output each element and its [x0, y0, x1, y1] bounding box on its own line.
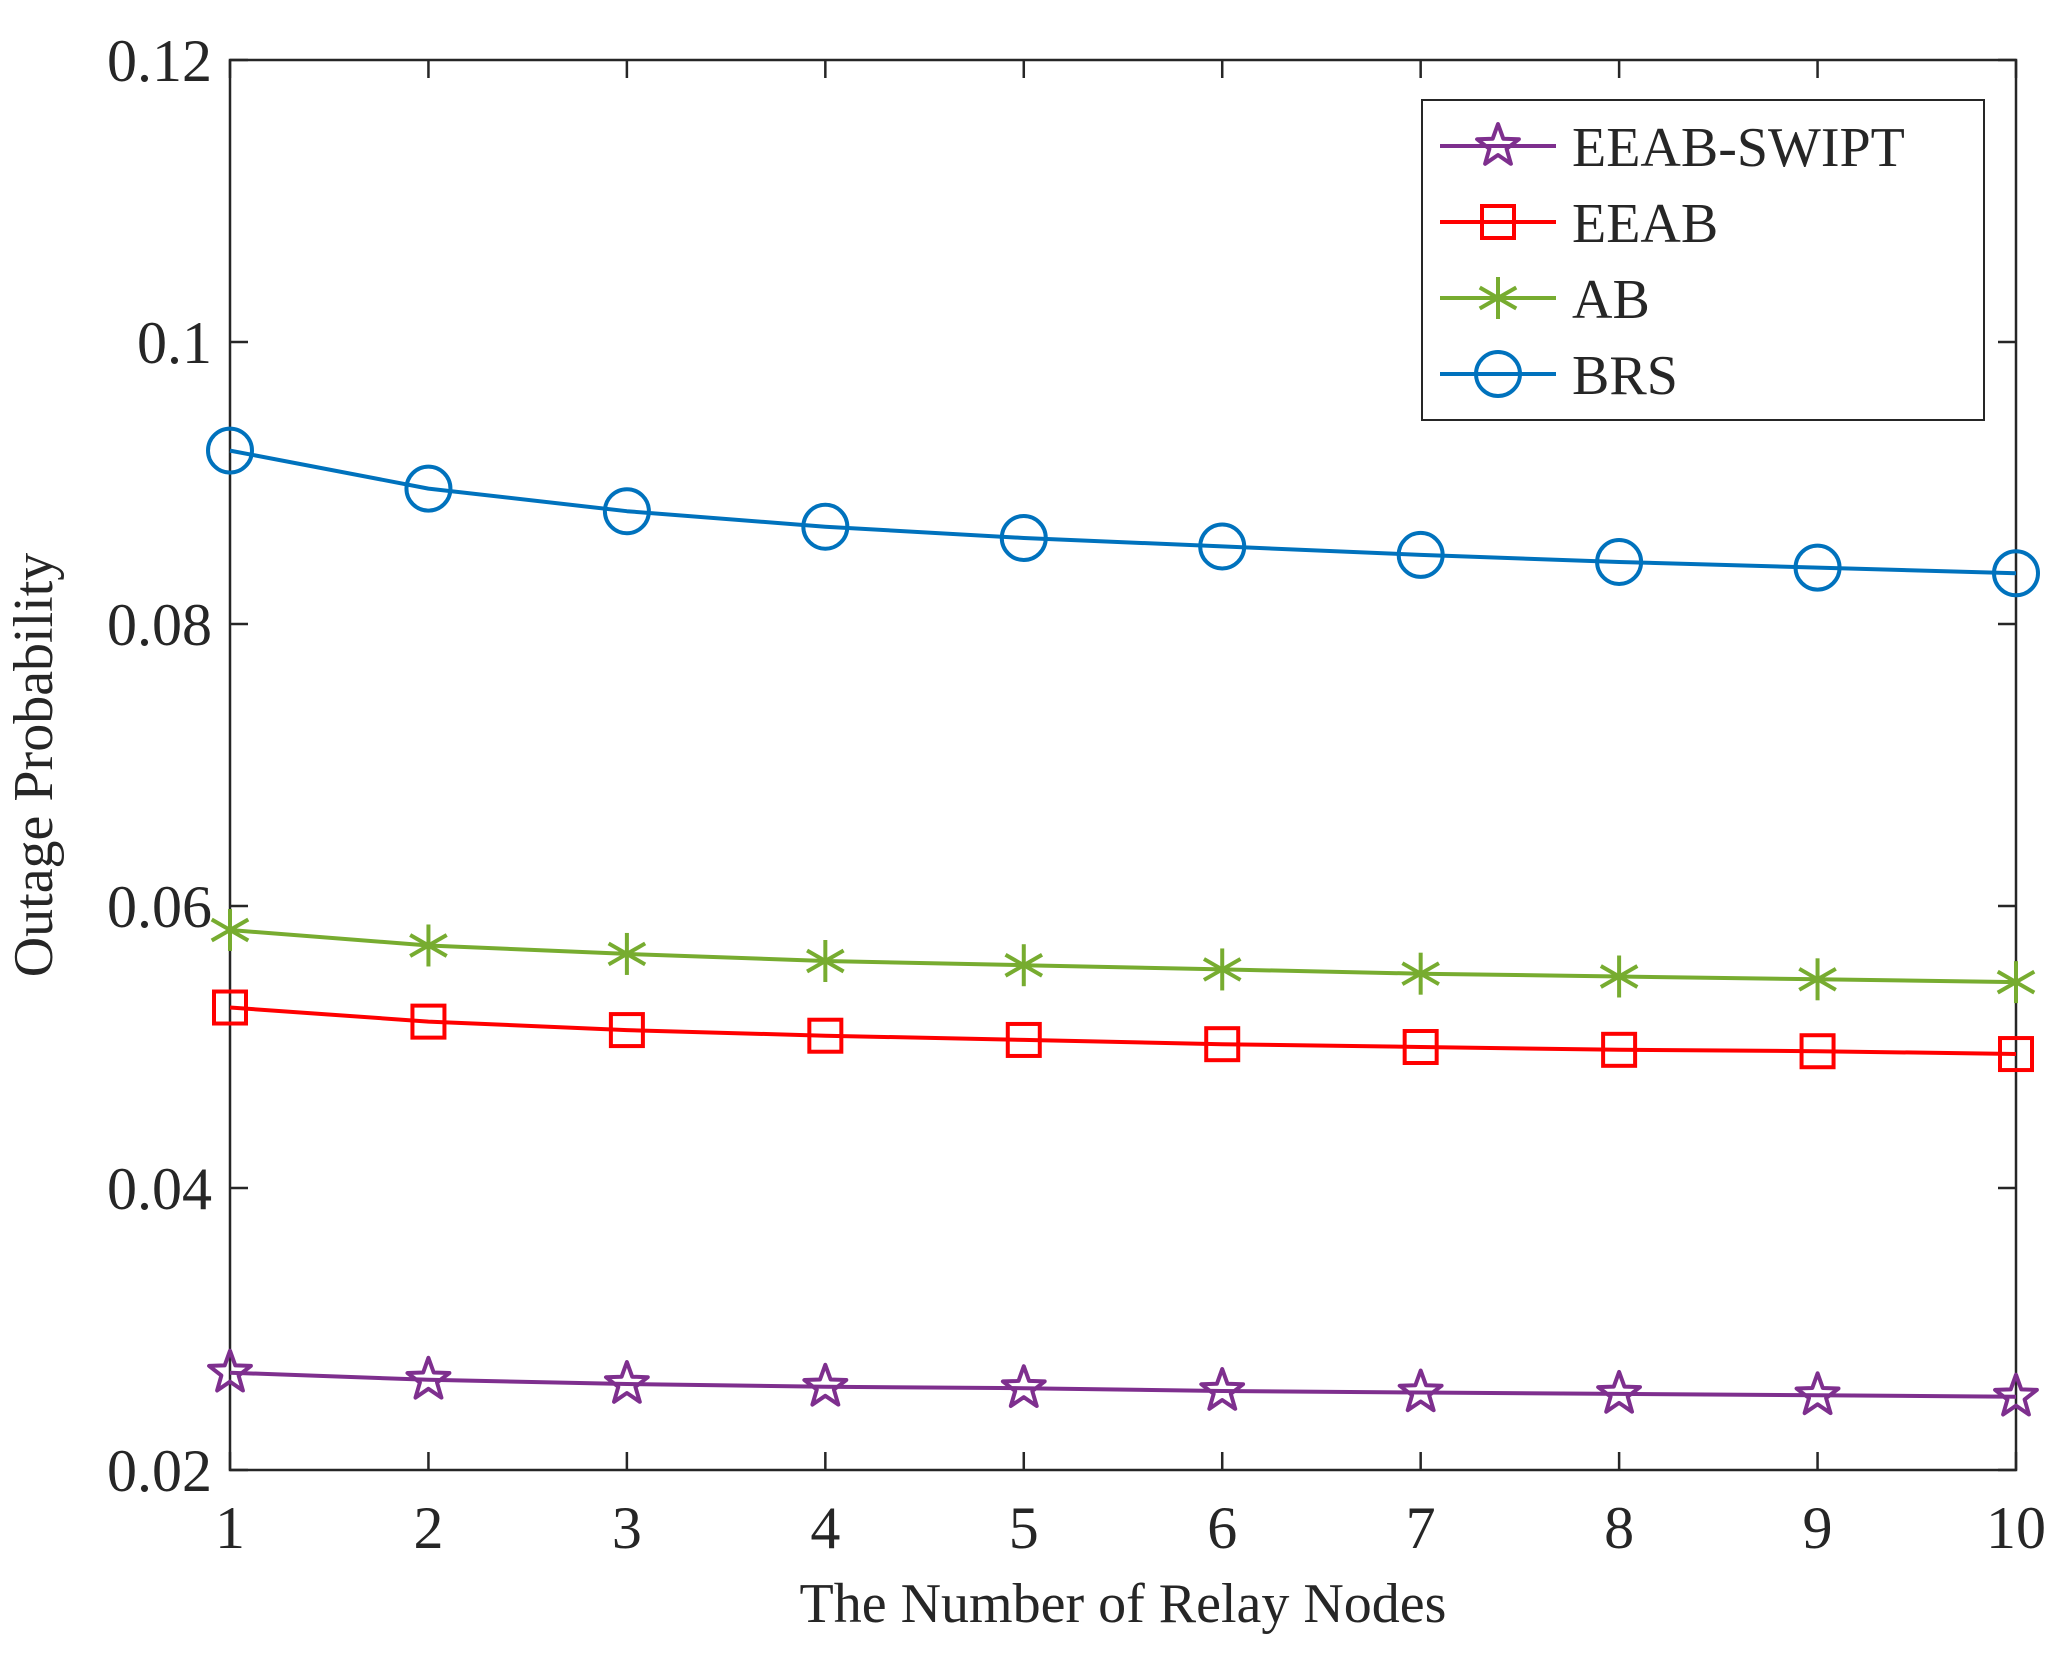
data-point-eeab-swipt — [207, 1348, 253, 1393]
legend: EEAB-SWIPT EEAB AB BRS — [1421, 99, 1985, 421]
data-point-ab — [1798, 958, 1837, 1001]
legend-marker — [1474, 350, 1522, 398]
data-point-eeab — [1601, 1031, 1638, 1068]
data-point-eeab — [410, 1003, 447, 1040]
data-point-eeab-swipt — [604, 1360, 650, 1404]
x-tick-label: 2 — [413, 1495, 443, 1561]
data-point-eeab-swipt — [1993, 1372, 2039, 1417]
series-eeab-swipt — [207, 1348, 2039, 1417]
x-tick-label: 5 — [1009, 1495, 1039, 1561]
legend-label: AB — [1572, 269, 1650, 331]
data-point-brs — [1396, 530, 1445, 579]
data-point-ab — [607, 932, 647, 975]
y-tick-label: 0.02 — [107, 1438, 212, 1504]
legend-box — [1421, 99, 1985, 421]
series-line-ab — [229, 928, 2017, 985]
x-tick-label: 1 — [215, 1495, 245, 1561]
series-eeab — [212, 989, 2034, 1073]
data-point-eeab-swipt — [802, 1362, 849, 1407]
data-point-brs — [801, 502, 850, 551]
data-point-ab — [409, 924, 448, 967]
legend-item-eeab: EEAB — [1440, 193, 1718, 255]
y-axis: 0.02 0.04 0.06 0.08 0.1 0.12 — [107, 28, 2016, 1504]
legend-marker — [1478, 277, 1518, 319]
legend-item-ab: AB — [1440, 269, 1650, 331]
series-line-brs — [229, 448, 2017, 576]
x-tick-label: 10 — [1986, 1495, 2046, 1561]
data-point-ab — [1401, 952, 1440, 995]
data-point-ab — [1599, 955, 1639, 998]
legend-item-brs: BRS — [1440, 345, 1678, 407]
data-point-eeab-swipt — [1596, 1369, 1642, 1414]
series-brs — [206, 426, 2040, 598]
data-point-eeab — [1799, 1033, 1836, 1070]
data-point-eeab — [1998, 1036, 2034, 1073]
data-point-brs — [1992, 549, 2040, 598]
data-point-ab — [1996, 961, 2036, 1004]
x-tick-label: 7 — [1406, 1495, 1436, 1561]
data-point-brs — [206, 426, 254, 475]
data-point-eeab — [212, 989, 248, 1026]
legend-label: BRS — [1572, 345, 1678, 407]
data-point-brs — [1198, 522, 1247, 571]
x-tick-label: 6 — [1207, 1495, 1237, 1561]
series-layer — [206, 426, 2040, 1417]
data-point-ab — [1202, 948, 1242, 991]
data-point-eeab-swipt — [1794, 1371, 1841, 1416]
data-point-eeab — [807, 1017, 844, 1054]
y-tick-label: 0.04 — [107, 1156, 212, 1222]
data-point-eeab-swipt — [405, 1355, 452, 1400]
x-tick-label: 3 — [612, 1495, 642, 1561]
data-point-eeab-swipt — [1397, 1368, 1444, 1413]
data-point-ab — [806, 939, 845, 982]
legend-item-eeab-swipt: EEAB-SWIPT — [1440, 117, 1905, 179]
y-axis-title: Outage Probability — [3, 553, 65, 978]
data-point-eeab — [608, 1012, 645, 1049]
data-point-ab — [1004, 944, 1044, 987]
legend-label: EEAB — [1572, 193, 1718, 255]
x-axis-title: The Number of Relay Nodes — [800, 1573, 1447, 1635]
x-axis: 1 2 3 4 5 6 7 8 9 10 — [215, 60, 2046, 1561]
data-point-brs — [1793, 543, 1842, 592]
x-tick-label: 8 — [1604, 1495, 1634, 1561]
x-tick-label: 9 — [1803, 1495, 1833, 1561]
data-point-eeab-swipt — [1000, 1364, 1047, 1408]
y-tick-label: 0.1 — [137, 310, 212, 376]
series-line-eeab-swipt — [229, 1370, 2017, 1399]
data-point-brs — [404, 464, 453, 513]
legend-label: EEAB-SWIPT — [1572, 117, 1905, 179]
data-point-brs — [602, 487, 651, 536]
series-ab — [210, 908, 2036, 1004]
series-line-eeab — [229, 1005, 2017, 1056]
data-point-ab — [210, 908, 250, 951]
legend-marker — [1475, 122, 1521, 166]
data-point-brs — [999, 513, 1048, 562]
data-point-eeab — [1204, 1026, 1241, 1063]
data-point-eeab — [1005, 1021, 1042, 1058]
data-point-eeab — [1402, 1029, 1439, 1065]
x-tick-label: 4 — [810, 1495, 840, 1561]
data-point-brs — [1595, 537, 1644, 586]
y-tick-label: 0.12 — [107, 28, 212, 94]
legend-marker — [1480, 204, 1516, 240]
data-point-eeab-swipt — [1199, 1367, 1246, 1411]
y-tick-label: 0.08 — [107, 592, 212, 658]
y-tick-label: 0.06 — [107, 874, 212, 940]
